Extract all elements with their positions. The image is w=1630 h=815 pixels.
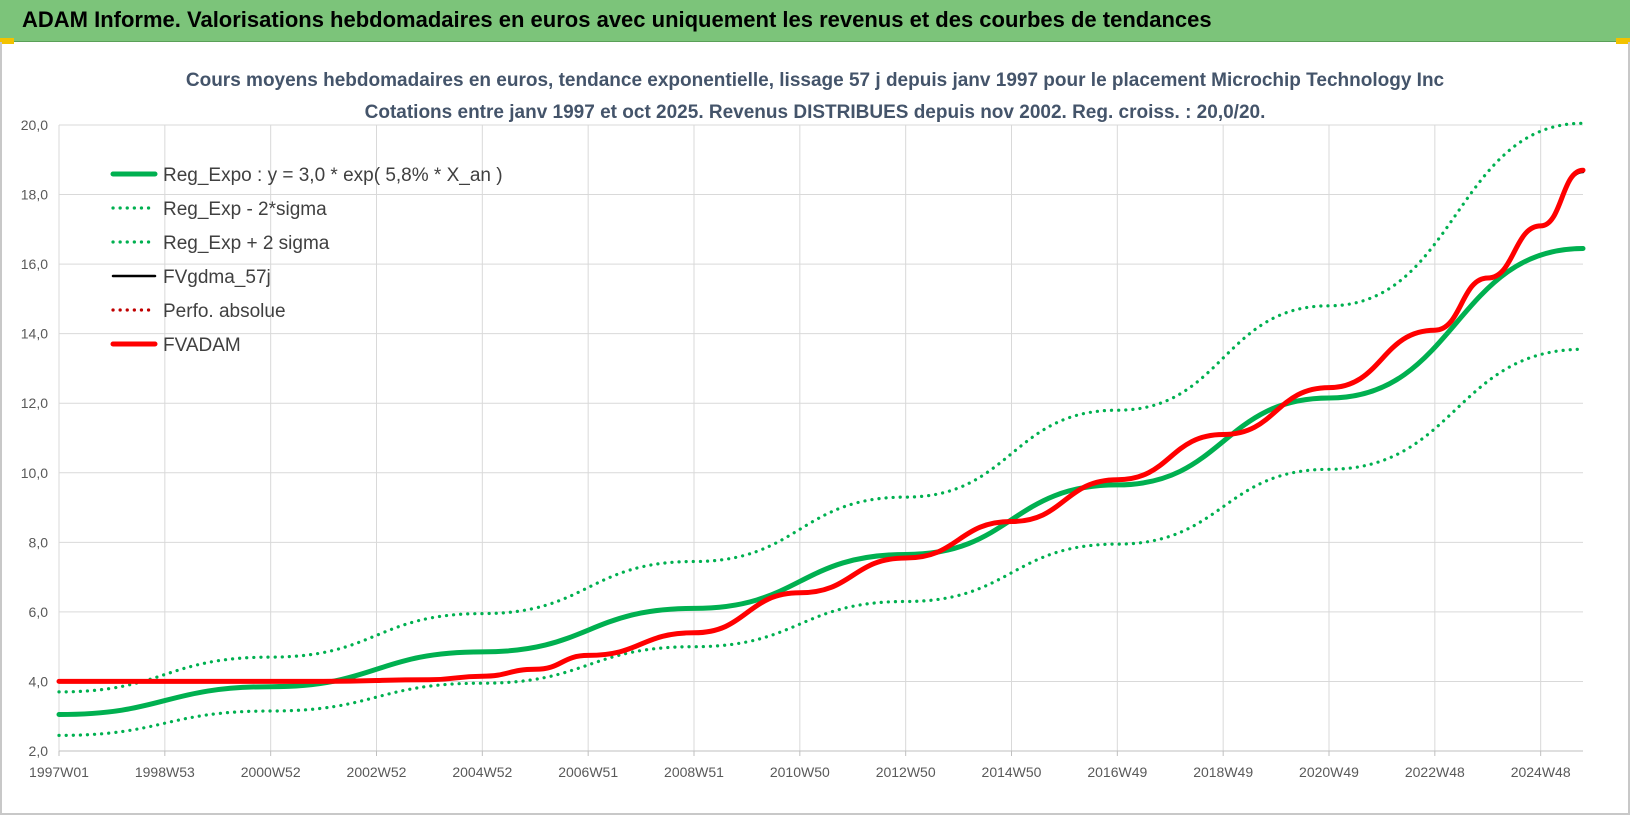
report-banner: ADAM Informe. Valorisations hebdomadaire… <box>0 0 1630 42</box>
legend-label: FVADAM <box>163 335 241 356</box>
x-tick-label: 2008W51 <box>664 764 724 780</box>
chart-subtitle: Cotations entre janv 1997 et oct 2025. R… <box>365 102 1266 123</box>
y-tick-label: 18,0 <box>21 187 48 203</box>
y-tick-label: 2,0 <box>29 743 49 759</box>
series-line-2 <box>57 121 1585 694</box>
x-axis: 1997W01 1998W53 2000W52 2002W52 2004W52 2006W… <box>29 750 1583 780</box>
x-tick-label: 2020W49 <box>1299 764 1359 780</box>
legend-label: Reg_Expo : y = 3,0 * exp( 5,8% * X_an ) <box>163 165 503 186</box>
x-tick-label: 1997W01 <box>29 764 89 780</box>
legend-label: Reg_Exp - 2*sigma <box>163 199 327 220</box>
x-tick-label: 2000W52 <box>241 764 301 780</box>
series-line-1 <box>57 347 1585 737</box>
y-axis: 2,0 4,0 6,0 8,0 10,0 12,0 14,0 16,0 18,0 20,0 <box>21 117 48 759</box>
corner-marker-right <box>1616 38 1630 44</box>
y-tick-label: 4,0 <box>29 673 49 689</box>
series-lines <box>56 121 1586 737</box>
y-tick-label: 8,0 <box>29 534 49 550</box>
x-tick-label: 2018W49 <box>1193 764 1253 780</box>
y-tick-label: 14,0 <box>21 326 48 342</box>
corner-marker-left <box>0 38 14 44</box>
legend: Reg_Expo : y = 3,0 * exp( 5,8% * X_an ) R… <box>110 165 503 356</box>
x-tick-label: 2014W50 <box>982 764 1042 780</box>
chart-frame <box>0 42 1630 815</box>
chart-title: Cours moyens hebdomadaires en euros, ten… <box>186 70 1445 91</box>
x-tick-label: 2024W48 <box>1511 764 1571 780</box>
legend-label: FVgdma_57j <box>163 267 271 288</box>
y-tick-label: 10,0 <box>21 465 48 481</box>
series-line-0 <box>56 246 1586 717</box>
y-tick-label: 6,0 <box>29 604 49 620</box>
x-tick-label: 2004W52 <box>452 764 512 780</box>
series-line-5 <box>56 167 1586 684</box>
x-tick-label: 2022W48 <box>1405 764 1465 780</box>
y-tick-label: 12,0 <box>21 395 48 411</box>
gridlines <box>58 124 1583 752</box>
x-tick-label: 2002W52 <box>347 764 407 780</box>
y-tick-label: 16,0 <box>21 256 48 272</box>
y-tick-label: 20,0 <box>21 117 48 133</box>
x-tick-label: 2016W49 <box>1087 764 1147 780</box>
x-tick-label: 1998W53 <box>135 764 195 780</box>
report-title: ADAM Informe. Valorisations hebdomadaire… <box>22 7 1212 32</box>
x-tick-label: 2012W50 <box>876 764 936 780</box>
x-tick-label: 2010W50 <box>770 764 830 780</box>
legend-label: Perfo. absolue <box>163 301 286 322</box>
x-tick-label: 2006W51 <box>558 764 618 780</box>
legend-label: Reg_Exp + 2 sigma <box>163 233 330 254</box>
